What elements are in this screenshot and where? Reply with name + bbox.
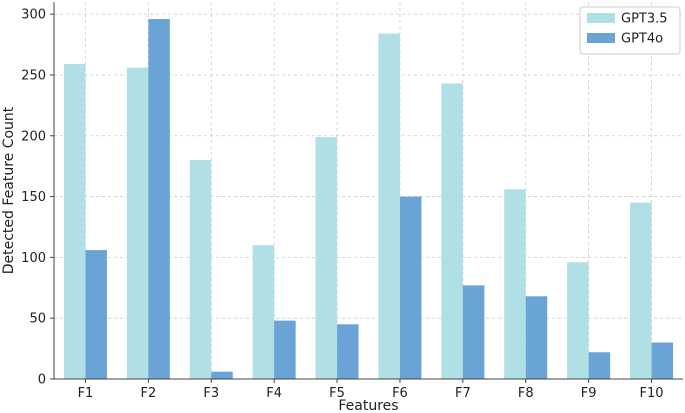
y-axis-title: Detected Feature Count: [1, 106, 17, 274]
x-tick-label: F9: [581, 386, 597, 401]
y-tick-label: 300: [21, 8, 46, 23]
bar-gpt35-f6: [378, 33, 400, 379]
bar-gpt35-f3: [189, 160, 212, 379]
x-tick-label: F3: [203, 386, 219, 401]
bar-gpt4o-f6: [399, 196, 422, 379]
legend-swatch: [587, 13, 615, 23]
y-tick-label: 250: [21, 68, 46, 83]
x-tick-label: F6: [392, 386, 408, 401]
y-tick-label: 200: [21, 129, 46, 144]
legend: GPT3.5 GPT4o: [579, 6, 681, 55]
bar-gpt4o-f2: [148, 19, 170, 379]
x-tick-label: F1: [78, 386, 94, 401]
y-tick-label: 150: [21, 190, 46, 205]
x-tick-label: F7: [455, 386, 471, 401]
legend-label: GPT3.5: [621, 12, 668, 27]
bar-gpt35-f10: [630, 202, 652, 379]
y-tick-label: 0: [38, 373, 46, 388]
bar-gpt35-f8: [504, 189, 526, 379]
x-axis-title: Features: [338, 398, 398, 413]
bar-gpt35-f1: [63, 64, 86, 379]
y-axis-ticks: 0 50 100 150 200 250 300: [21, 8, 54, 388]
legend-label: GPT4o: [621, 32, 663, 47]
bar-gpt4o-f9: [588, 352, 611, 379]
x-tick-label: F8: [518, 386, 534, 401]
bar-gpt4o-f4: [274, 320, 296, 379]
x-tick-label: F4: [266, 386, 282, 401]
legend-swatch: [587, 33, 615, 43]
bar-gpt4o-f3: [211, 371, 233, 379]
x-tick-label: F2: [140, 386, 156, 401]
x-tick-label: F10: [640, 386, 664, 401]
y-tick-label: 100: [21, 251, 46, 266]
x-tick-label: F5: [329, 386, 345, 401]
bar-gpt4o-f8: [525, 296, 548, 379]
bars: [63, 19, 674, 380]
bar-gpt4o-f10: [651, 342, 674, 379]
bar-gpt35-f7: [441, 83, 463, 379]
bar-gpt35-f2: [126, 67, 149, 380]
x-axis-ticks: F1 F2 F3 F4 F5 F6 F7 F8 F9 F10: [78, 379, 664, 401]
bar-gpt35-f5: [315, 136, 338, 379]
y-tick-label: 50: [29, 312, 46, 327]
bar-gpt4o-f5: [337, 324, 359, 379]
bar-gpt35-f9: [567, 262, 589, 379]
bar-gpt4o-f7: [462, 285, 485, 379]
bar-gpt35-f4: [252, 245, 275, 379]
bar-gpt4o-f1: [85, 250, 107, 379]
